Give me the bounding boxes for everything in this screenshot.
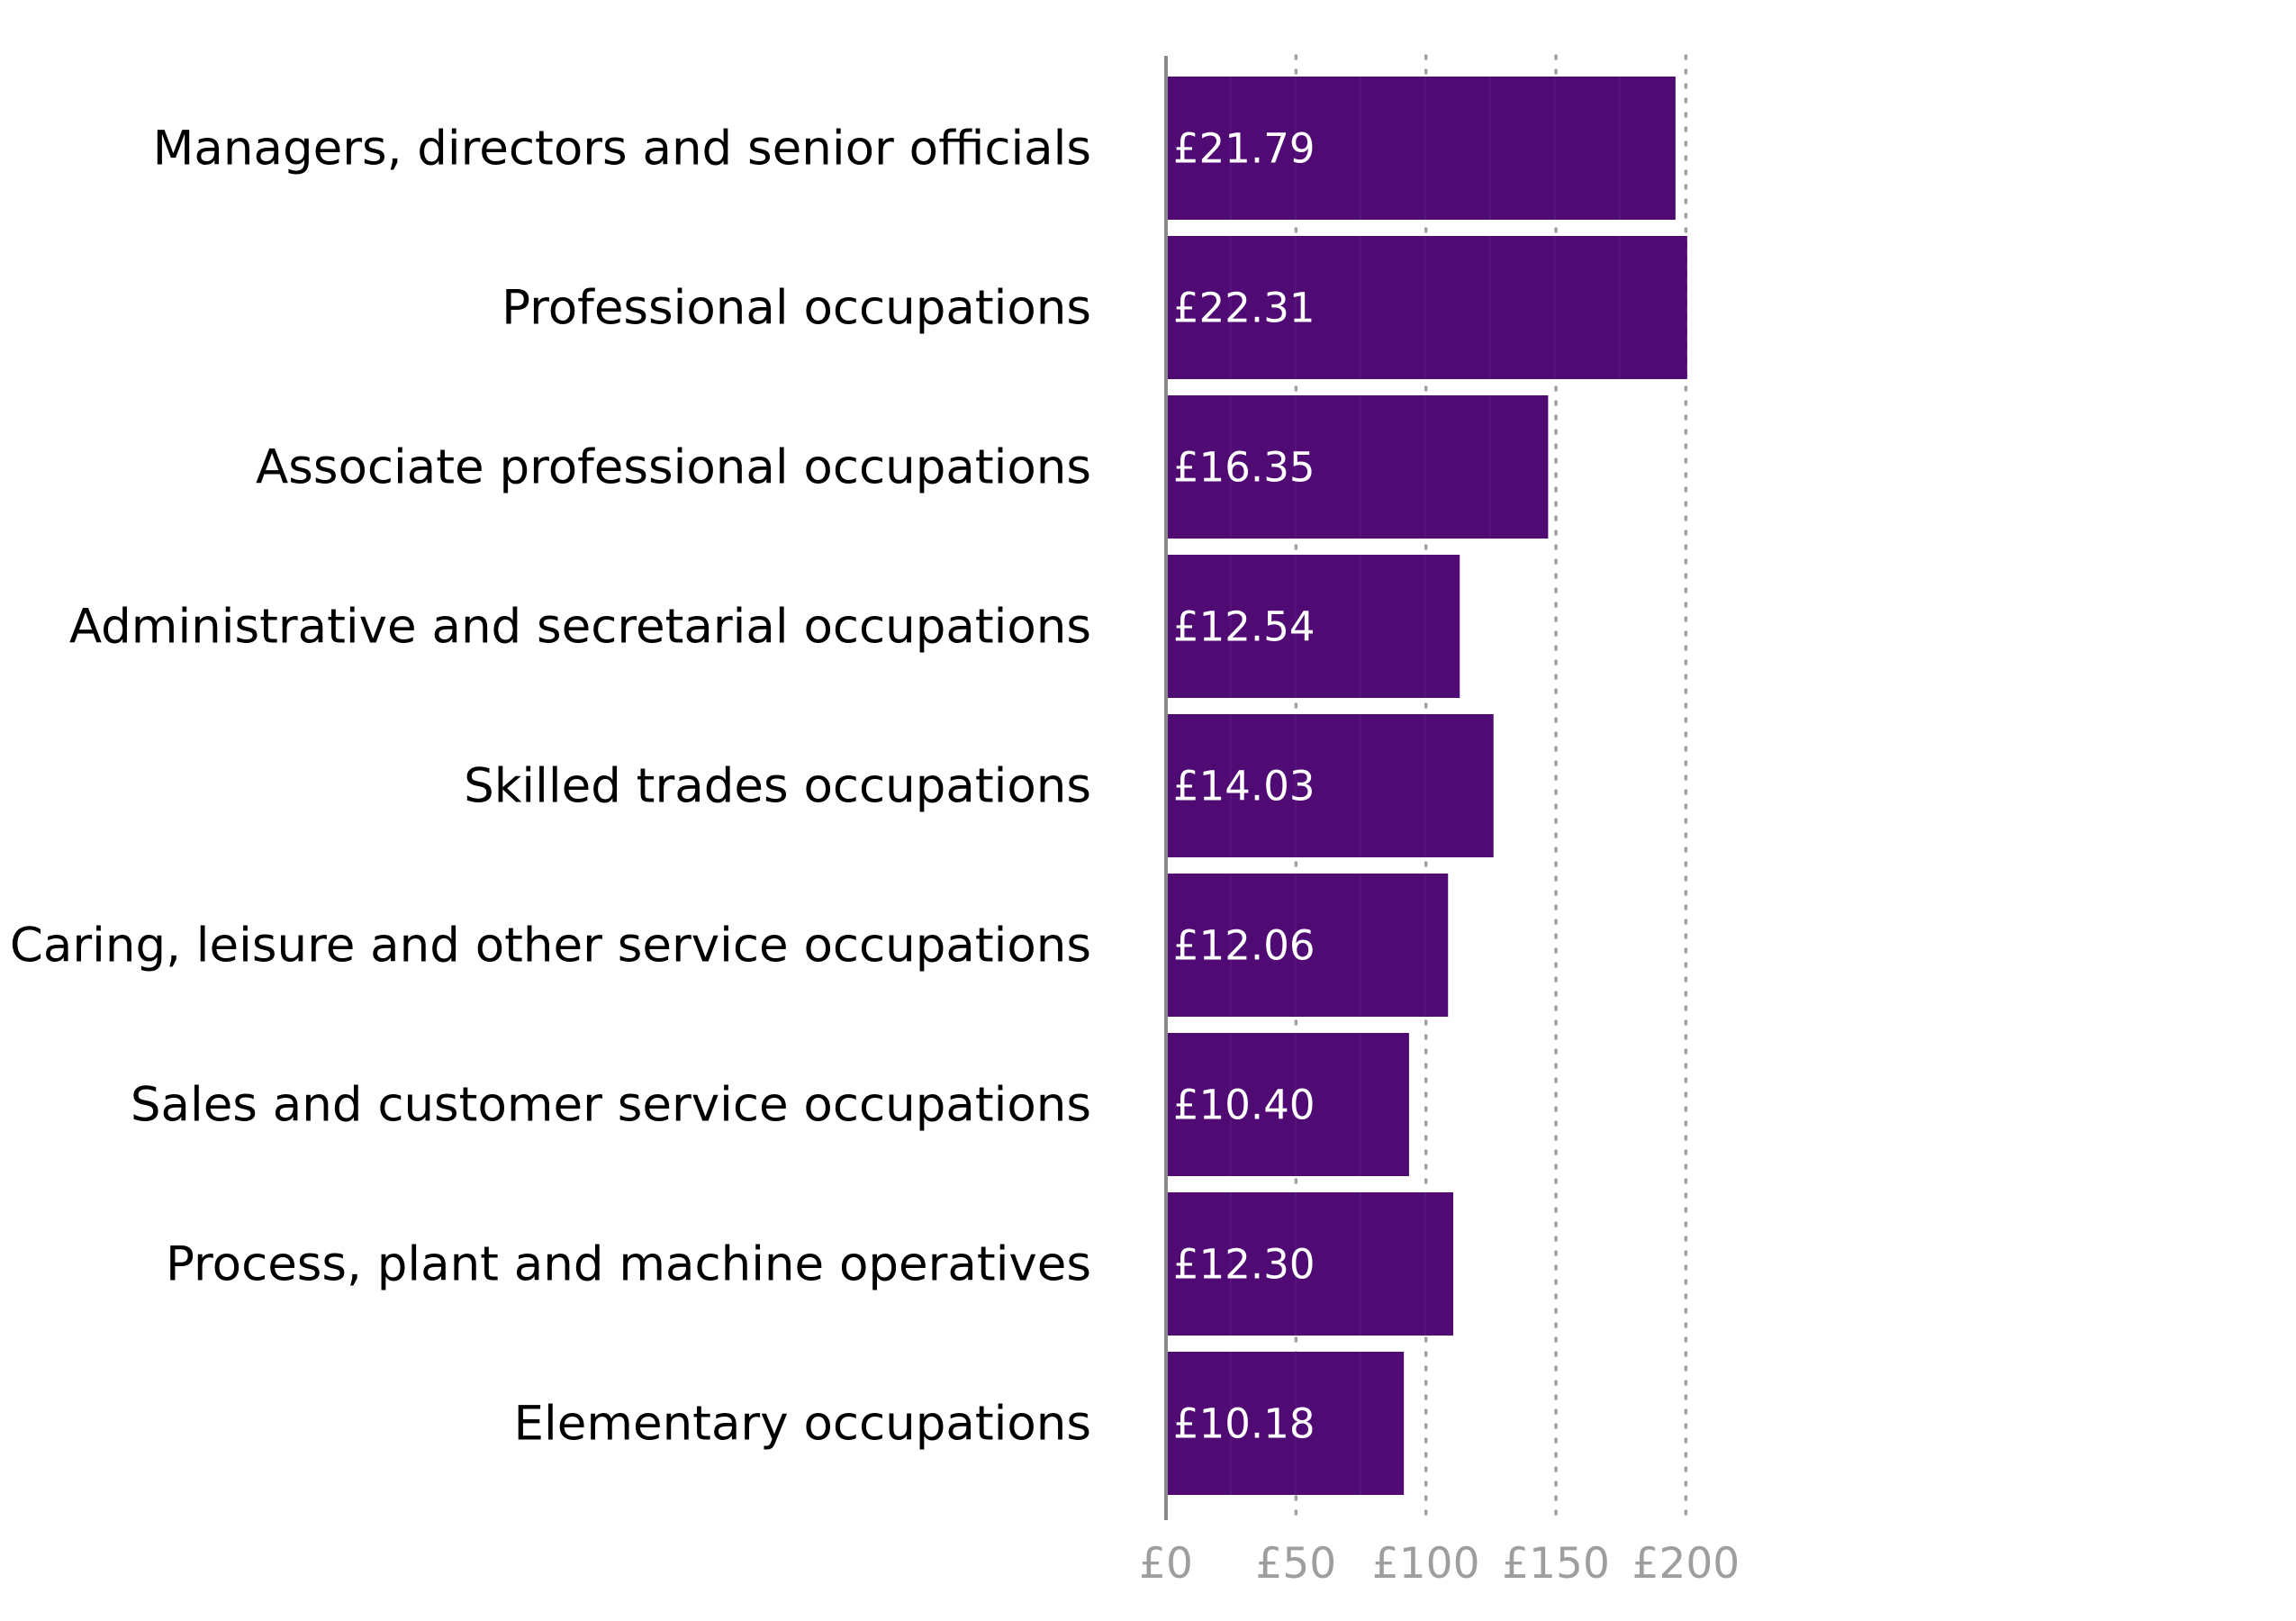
category-label-5: Skilled trades occupations bbox=[464, 759, 1091, 814]
x-tick-label-50: £50 bbox=[1255, 1539, 1336, 1589]
data-label-6: £12.06 bbox=[1173, 922, 1315, 970]
bar-6 bbox=[1166, 874, 1449, 1017]
bar-8 bbox=[1166, 1192, 1454, 1336]
bar-4 bbox=[1166, 555, 1460, 698]
category-label-6: Caring, leisure and other service occupa… bbox=[10, 919, 1091, 974]
data-label-1: £21.79 bbox=[1173, 125, 1315, 173]
bar-3 bbox=[1166, 395, 1549, 539]
data-label-9: £10.18 bbox=[1173, 1400, 1315, 1448]
bar-7 bbox=[1166, 1033, 1409, 1176]
x-tick-label-100: £100 bbox=[1372, 1539, 1480, 1589]
category-label-7: Sales and customer service occupations bbox=[131, 1078, 1091, 1133]
category-label-1: Managers, directors and senior officials bbox=[153, 122, 1091, 177]
bar-9 bbox=[1166, 1352, 1405, 1495]
bar-1 bbox=[1166, 77, 1676, 220]
bar-5 bbox=[1166, 714, 1494, 857]
bars bbox=[1166, 77, 1687, 1495]
category-label-9: Elementary occupations bbox=[514, 1397, 1091, 1452]
data-label-2: £22.31 bbox=[1173, 285, 1315, 332]
category-label-2: Professional occupations bbox=[502, 281, 1091, 336]
category-label-4: Administrative and secretarial occupatio… bbox=[69, 600, 1091, 655]
data-label-4: £12.54 bbox=[1173, 603, 1315, 651]
x-tick-label-150: £150 bbox=[1502, 1539, 1610, 1589]
x-tick-label-200: £200 bbox=[1632, 1539, 1740, 1589]
x-tick-label-0: £0 bbox=[1139, 1539, 1193, 1589]
labels: £21.79 Managers, directors and senior off… bbox=[10, 122, 1740, 1589]
category-label-8: Process, plant and machine operatives bbox=[166, 1237, 1091, 1292]
data-label-8: £12.30 bbox=[1173, 1241, 1315, 1289]
data-label-7: £10.40 bbox=[1173, 1082, 1315, 1129]
data-label-5: £14.03 bbox=[1173, 763, 1315, 810]
data-label-3: £16.35 bbox=[1173, 444, 1315, 492]
category-label-3: Associate professional occupations bbox=[256, 440, 1091, 495]
bar-2 bbox=[1166, 236, 1687, 379]
